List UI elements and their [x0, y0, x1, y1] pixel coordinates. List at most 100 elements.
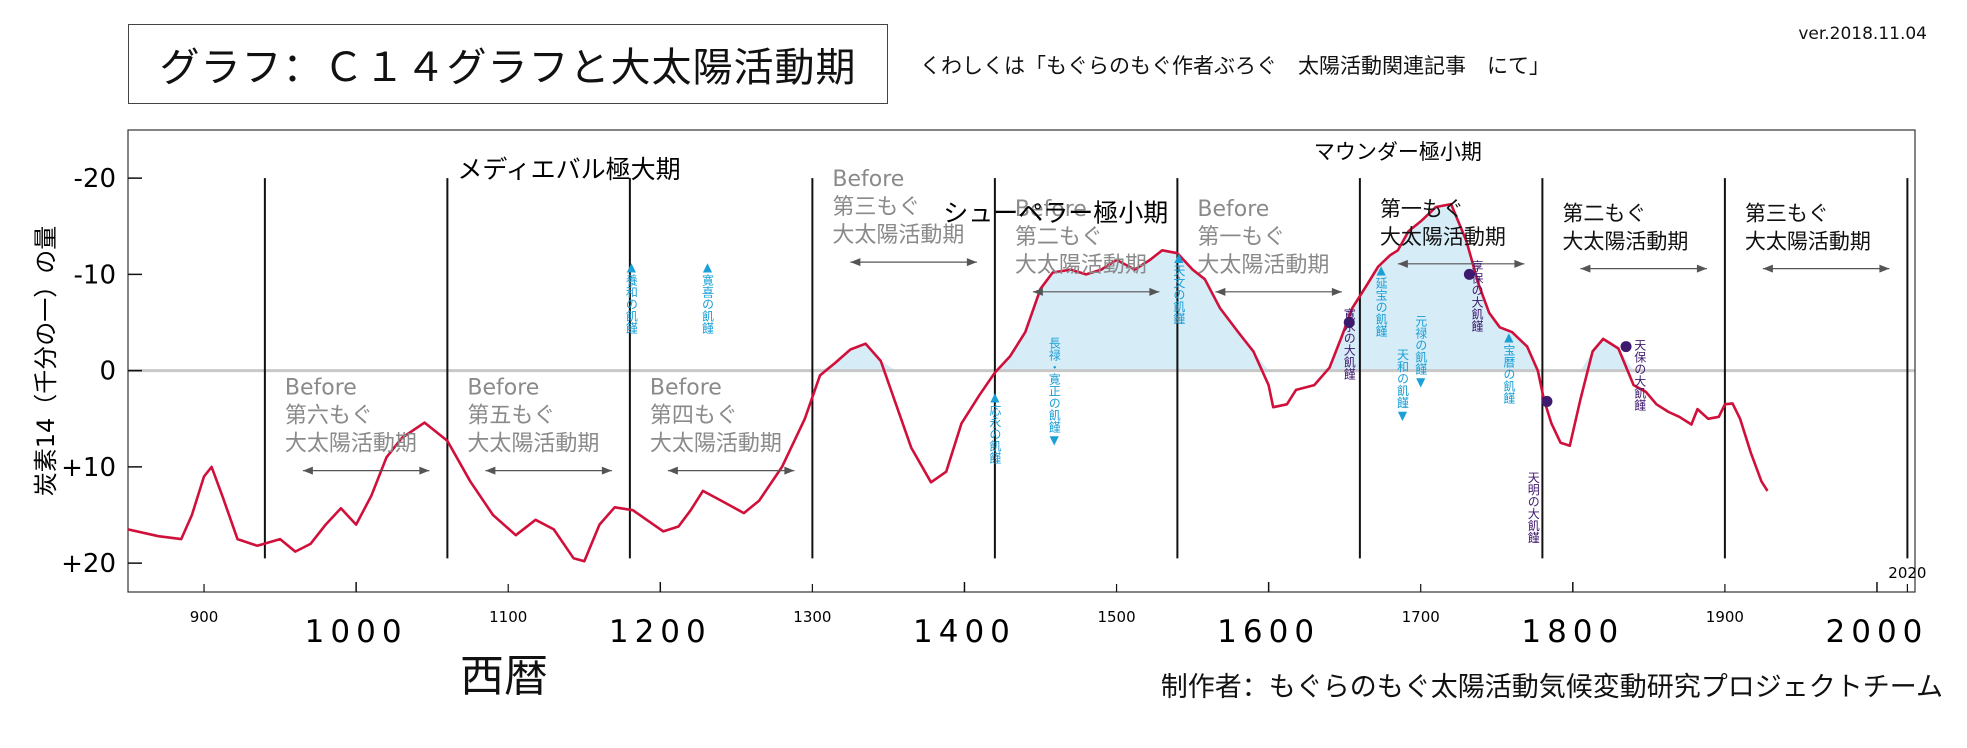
subtitle: くわしくは「もぐらのもぐ作者ぶろぐ 太陽活動関連記事 にて」: [920, 54, 1550, 78]
series-c14: [127, 202, 1769, 563]
plot-border: [127, 129, 1916, 593]
period-label: 第六もぐ: [285, 404, 373, 429]
period-label: 第四もぐ: [650, 404, 738, 429]
medieval-max-label: メディエバル極大期: [457, 155, 680, 184]
period-arrow-head: [784, 466, 795, 475]
famine-label: ▲寛喜の飢饉: [700, 260, 714, 334]
period-arrow-head: [1879, 264, 1890, 273]
x-tick-label: 1700: [1402, 608, 1440, 626]
shaded-area: [128, 204, 1768, 371]
period-arrow-head: [1149, 287, 1160, 296]
x-tick-label: 2000: [1826, 614, 1929, 650]
y-tick-label: +10: [61, 453, 116, 483]
period-label: Before: [1197, 197, 1269, 222]
period-arrow-head: [1696, 264, 1707, 273]
y-axis-title: 炭素14（千分の一）の量: [32, 226, 60, 497]
x-tick-label: 1300: [793, 608, 831, 626]
famine-marker: [1343, 317, 1355, 328]
period-label: Before: [1015, 197, 1087, 222]
famine-label: 元禄の飢饉▼: [1414, 315, 1428, 389]
period-arrow-head: [419, 466, 430, 475]
x-tick-label: 1800: [1521, 614, 1624, 650]
x-tick-label: 1200: [609, 614, 712, 650]
period-label: 第二もぐ: [1562, 202, 1646, 226]
sporer-min-label: シューペラー極小期: [943, 198, 1168, 227]
period-labels: Before第六もぐ大太陽活動期Before第五もぐ大太陽活動期Before第四…: [285, 167, 1890, 475]
x-tick-label: 2020: [1888, 564, 1926, 582]
famine-marker: [1463, 268, 1475, 280]
famine-label: ▲天文の飢饉: [1172, 250, 1186, 324]
period-label: 大太陽活動期: [1380, 225, 1506, 249]
x-tick-label: 1400: [913, 614, 1016, 650]
period-label: 大太陽活動期: [467, 432, 599, 457]
famine-label: ▲延宝の飢饉: [1374, 263, 1388, 337]
y-axis: -20 -10 0 +10 +20 炭素14（千分の一）の量: [32, 164, 142, 579]
period-label: 第三もぐ: [832, 195, 920, 220]
period-arrow-head: [1397, 259, 1408, 268]
x-tick-label: 1500: [1097, 608, 1135, 626]
period-arrow-head: [1514, 259, 1525, 268]
period-boundaries: [263, 178, 1909, 559]
period-arrow-head: [1331, 287, 1342, 296]
period-arrow-head: [1762, 264, 1773, 273]
period-label: Before: [832, 167, 904, 192]
period-arrow-head: [1032, 287, 1043, 296]
famine-markers: [1343, 268, 1632, 407]
x-tick-label: 900: [190, 608, 219, 626]
period-label: 大太陽活動期: [1015, 253, 1147, 278]
y-tick-label: 0: [99, 357, 116, 387]
period-label: 大太陽活動期: [1745, 230, 1871, 254]
period-label: 大太陽活動期: [650, 432, 782, 457]
plot-frame: [127, 129, 1916, 593]
period-arrow-head: [1215, 287, 1226, 296]
period-label: Before: [467, 376, 539, 401]
title-box: グラフ：Ｃ１４グラフと大太陽活動期: [128, 24, 888, 104]
period-label: 第三もぐ: [1745, 202, 1829, 226]
credit-text: 制作者：もぐらのもぐ太陽活動気候変動研究プロジェクトチーム: [1160, 672, 1943, 703]
y-tick-label: -10: [74, 260, 116, 290]
period-label: 第一もぐ: [1197, 225, 1285, 250]
period-arrow-head: [1580, 264, 1591, 273]
famine-label: 天和の飢饉▼: [1395, 348, 1409, 422]
y-tick-label: -20: [74, 164, 116, 194]
famine-label: ▲宝暦の飢饉: [1502, 330, 1516, 404]
maunder-min-label: マウンダー極小期: [1314, 140, 1482, 164]
period-arrow-head: [485, 466, 496, 475]
period-label: 第五もぐ: [467, 404, 555, 429]
period-label: 第一もぐ: [1380, 197, 1464, 221]
famine-marker: [1620, 341, 1632, 353]
c14-line: [127, 202, 1769, 563]
period-label: 第二もぐ: [1015, 225, 1103, 250]
period-arrow-head: [850, 258, 861, 267]
famine-label: 寛永の大飢饉: [1342, 307, 1356, 380]
period-label: 大太陽活動期: [285, 432, 417, 457]
famine-label: ▲養和の飢饉: [624, 260, 638, 334]
famine-label: ▲応永の飢饉: [988, 390, 1002, 464]
period-arrow-head: [966, 258, 977, 267]
chart-title: グラフ：Ｃ１４グラフと大太陽活動期: [159, 45, 857, 91]
period-arrow-head: [601, 466, 612, 475]
period-label: Before: [285, 376, 357, 401]
period-label: 大太陽活動期: [1197, 253, 1329, 278]
x-tick-label: 1900: [1706, 608, 1744, 626]
version-label: ver.2018.11.04: [1798, 24, 1927, 44]
famine-label: 天保の大飢饉: [1633, 339, 1647, 411]
below-zero-fill: [128, 204, 1915, 373]
period-arrow-head: [667, 466, 678, 475]
period-label: 大太陽活動期: [1562, 230, 1688, 254]
x-axis-title: 西暦: [460, 651, 548, 702]
x-tick-label: 1600: [1217, 614, 1320, 650]
x-tick-label: 1000: [305, 614, 408, 650]
famine-label: 享保の大飢饉: [1470, 258, 1484, 331]
famine-label: 長禄・寛正の飢饉▼: [1047, 336, 1061, 446]
famine-label: 天明の大飢饉: [1526, 472, 1540, 544]
x-axis: 900 1100 1300 1500 1700 1900 2020 1000 1200 1400 1…: [190, 564, 1929, 650]
x-tick-label: 1100: [489, 608, 527, 626]
famine-marker: [1541, 395, 1553, 407]
period-label: 大太陽活動期: [832, 223, 964, 248]
period-label: Before: [650, 376, 722, 401]
period-arrow-head: [302, 466, 313, 475]
